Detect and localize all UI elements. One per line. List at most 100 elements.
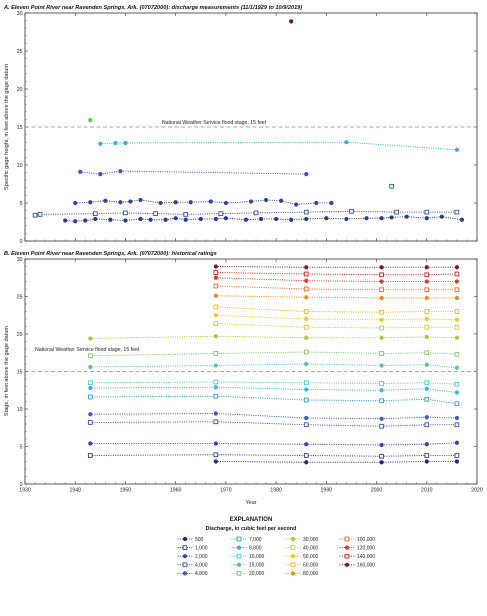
panel-a-title: A. Eleven Point River near Ravenden Spri… <box>3 5 302 11</box>
panel-b-y-axis-label: Stage, in feet above the gage datum <box>4 326 10 417</box>
panel-b-series-line <box>215 314 458 321</box>
panel-b-data-point <box>454 279 460 284</box>
panel-a-data-point <box>223 216 228 221</box>
panel-b-data-point <box>454 459 460 464</box>
panel-b-data-point <box>424 453 430 458</box>
panel-b-data-point <box>424 265 429 270</box>
panel-b-data-point <box>454 415 460 421</box>
panel-a-data-point <box>243 217 249 222</box>
panel-b-title: B. Eleven Point River near Ravenden Spri… <box>4 251 217 257</box>
legend-swatch-marker <box>182 536 188 542</box>
legend-swatch-marker <box>290 545 296 550</box>
panel-b-x-tick-label: 1990 <box>321 488 333 494</box>
panel-b-x-tick-label: 1980 <box>270 488 282 494</box>
panel-a-data-point <box>439 214 444 219</box>
panel-a-data-point <box>83 218 88 223</box>
legend-swatch-marker <box>290 536 296 542</box>
panel-b-marks <box>87 264 460 465</box>
panel-a-data-point <box>73 200 78 206</box>
panel-b-data-point <box>424 362 429 367</box>
panel-b-data-point <box>213 293 218 298</box>
panel-b-data-point <box>213 393 219 399</box>
legend-label: 4,000 <box>195 563 208 569</box>
panel-b-data-point <box>454 271 460 277</box>
panel-b-x-tick-label: 1960 <box>170 488 182 494</box>
panel-a-data-point <box>88 118 93 123</box>
panel-a-data-point <box>188 200 193 205</box>
panel-b-data-point <box>304 442 309 447</box>
panel-a-data-point <box>289 217 294 222</box>
panel-a-data-point <box>148 217 153 222</box>
panel-b-data-point <box>87 353 93 359</box>
panel-a-flood-stage-label: National Weather Service flood stage, 15… <box>162 120 267 126</box>
panel-b-series-line <box>89 395 458 405</box>
legend-swatch-marker <box>236 536 242 542</box>
legend-entry: 1,000 <box>177 545 208 551</box>
panel-a-series-160000 <box>289 19 294 24</box>
panel-b-data-point <box>304 361 309 367</box>
panel-b-x-tick-label: 1950 <box>120 488 132 494</box>
panel-a-data-point <box>314 200 319 206</box>
panel-b-series-7000 <box>87 393 460 407</box>
panel-b: B. Eleven Point River near Ravenden Spri… <box>4 251 483 506</box>
panel-b-data-point <box>424 324 430 330</box>
panel-b-data-point <box>379 287 384 293</box>
panel-a-data-point <box>394 209 399 215</box>
panel-b-series-line <box>215 460 458 463</box>
legend-entry: 4,000 <box>177 562 208 569</box>
panel-a-data-point <box>248 199 254 204</box>
panel-b-data-point <box>88 336 93 341</box>
panel-a-series-500 <box>63 214 465 224</box>
panel-b-data-point <box>303 324 309 330</box>
panel-b-data-point <box>424 422 430 428</box>
panel-b-x-axis-label: Year <box>245 500 256 506</box>
panel-a-data-point <box>379 216 384 221</box>
panel-a-data-point <box>389 215 394 220</box>
panel-b-data-point <box>424 287 430 293</box>
legend-swatch-marker <box>236 545 242 550</box>
panel-b-x-tick-label: 1930 <box>19 488 31 494</box>
panel-b-data-point <box>88 364 93 370</box>
legend-items: 500 1,000 2,000 4,000 4,800 7,000 8,800 10,000 1… <box>177 536 375 577</box>
legend-swatch-marker <box>236 571 242 576</box>
legend-entry: 140,000 <box>339 553 375 560</box>
legend-label: 500 <box>195 537 204 543</box>
panel-b-data-point <box>454 265 460 270</box>
panel-a-data-point <box>153 211 158 216</box>
panel-b-data-point <box>379 442 384 448</box>
panel-b-data-point <box>424 334 429 340</box>
panel-b-data-point <box>424 415 429 420</box>
panel-b-data-point <box>379 416 384 421</box>
legend-swatch-marker <box>182 545 188 550</box>
legend-swatch-marker <box>182 571 188 576</box>
panel-b-data-point <box>379 295 384 301</box>
panel-b-data-point <box>424 459 429 464</box>
legend-label: 4,800 <box>195 571 208 577</box>
panel-b-series-10000 <box>87 379 460 387</box>
panel-b-data-point <box>213 313 218 318</box>
panel-b-data-point <box>454 324 460 330</box>
panel-b-data-point <box>424 272 430 278</box>
panel-a-data-point <box>454 209 460 215</box>
panel-a-data-point <box>108 217 113 222</box>
panel-b-data-point <box>424 316 429 322</box>
panel-b-data-point <box>213 334 218 339</box>
panel-b-series-15000 <box>88 361 460 370</box>
panel-b-data-point <box>304 335 309 340</box>
legend-entry: 10,000 <box>231 553 265 560</box>
legend-label: 160,000 <box>357 563 375 569</box>
panel-a-data-point <box>304 216 309 222</box>
panel-b-data-point <box>304 278 309 283</box>
panel-b-y-tick-label: 25 <box>17 294 23 300</box>
legend-entry: 100,000 <box>339 536 375 543</box>
legend-swatch-marker <box>290 562 296 568</box>
panel-b-series-line <box>89 454 458 457</box>
panel-a-data-point <box>454 147 460 152</box>
legend-entry: 40,000 <box>285 545 319 551</box>
panel-a-data-point <box>63 218 68 223</box>
legend-entry: 50,000 <box>285 554 319 560</box>
legend-title: EXPLANATION <box>230 517 273 523</box>
panel-a-data-point <box>279 198 284 203</box>
panel-b-data-point <box>379 423 384 429</box>
panel-a-data-point <box>389 183 394 189</box>
